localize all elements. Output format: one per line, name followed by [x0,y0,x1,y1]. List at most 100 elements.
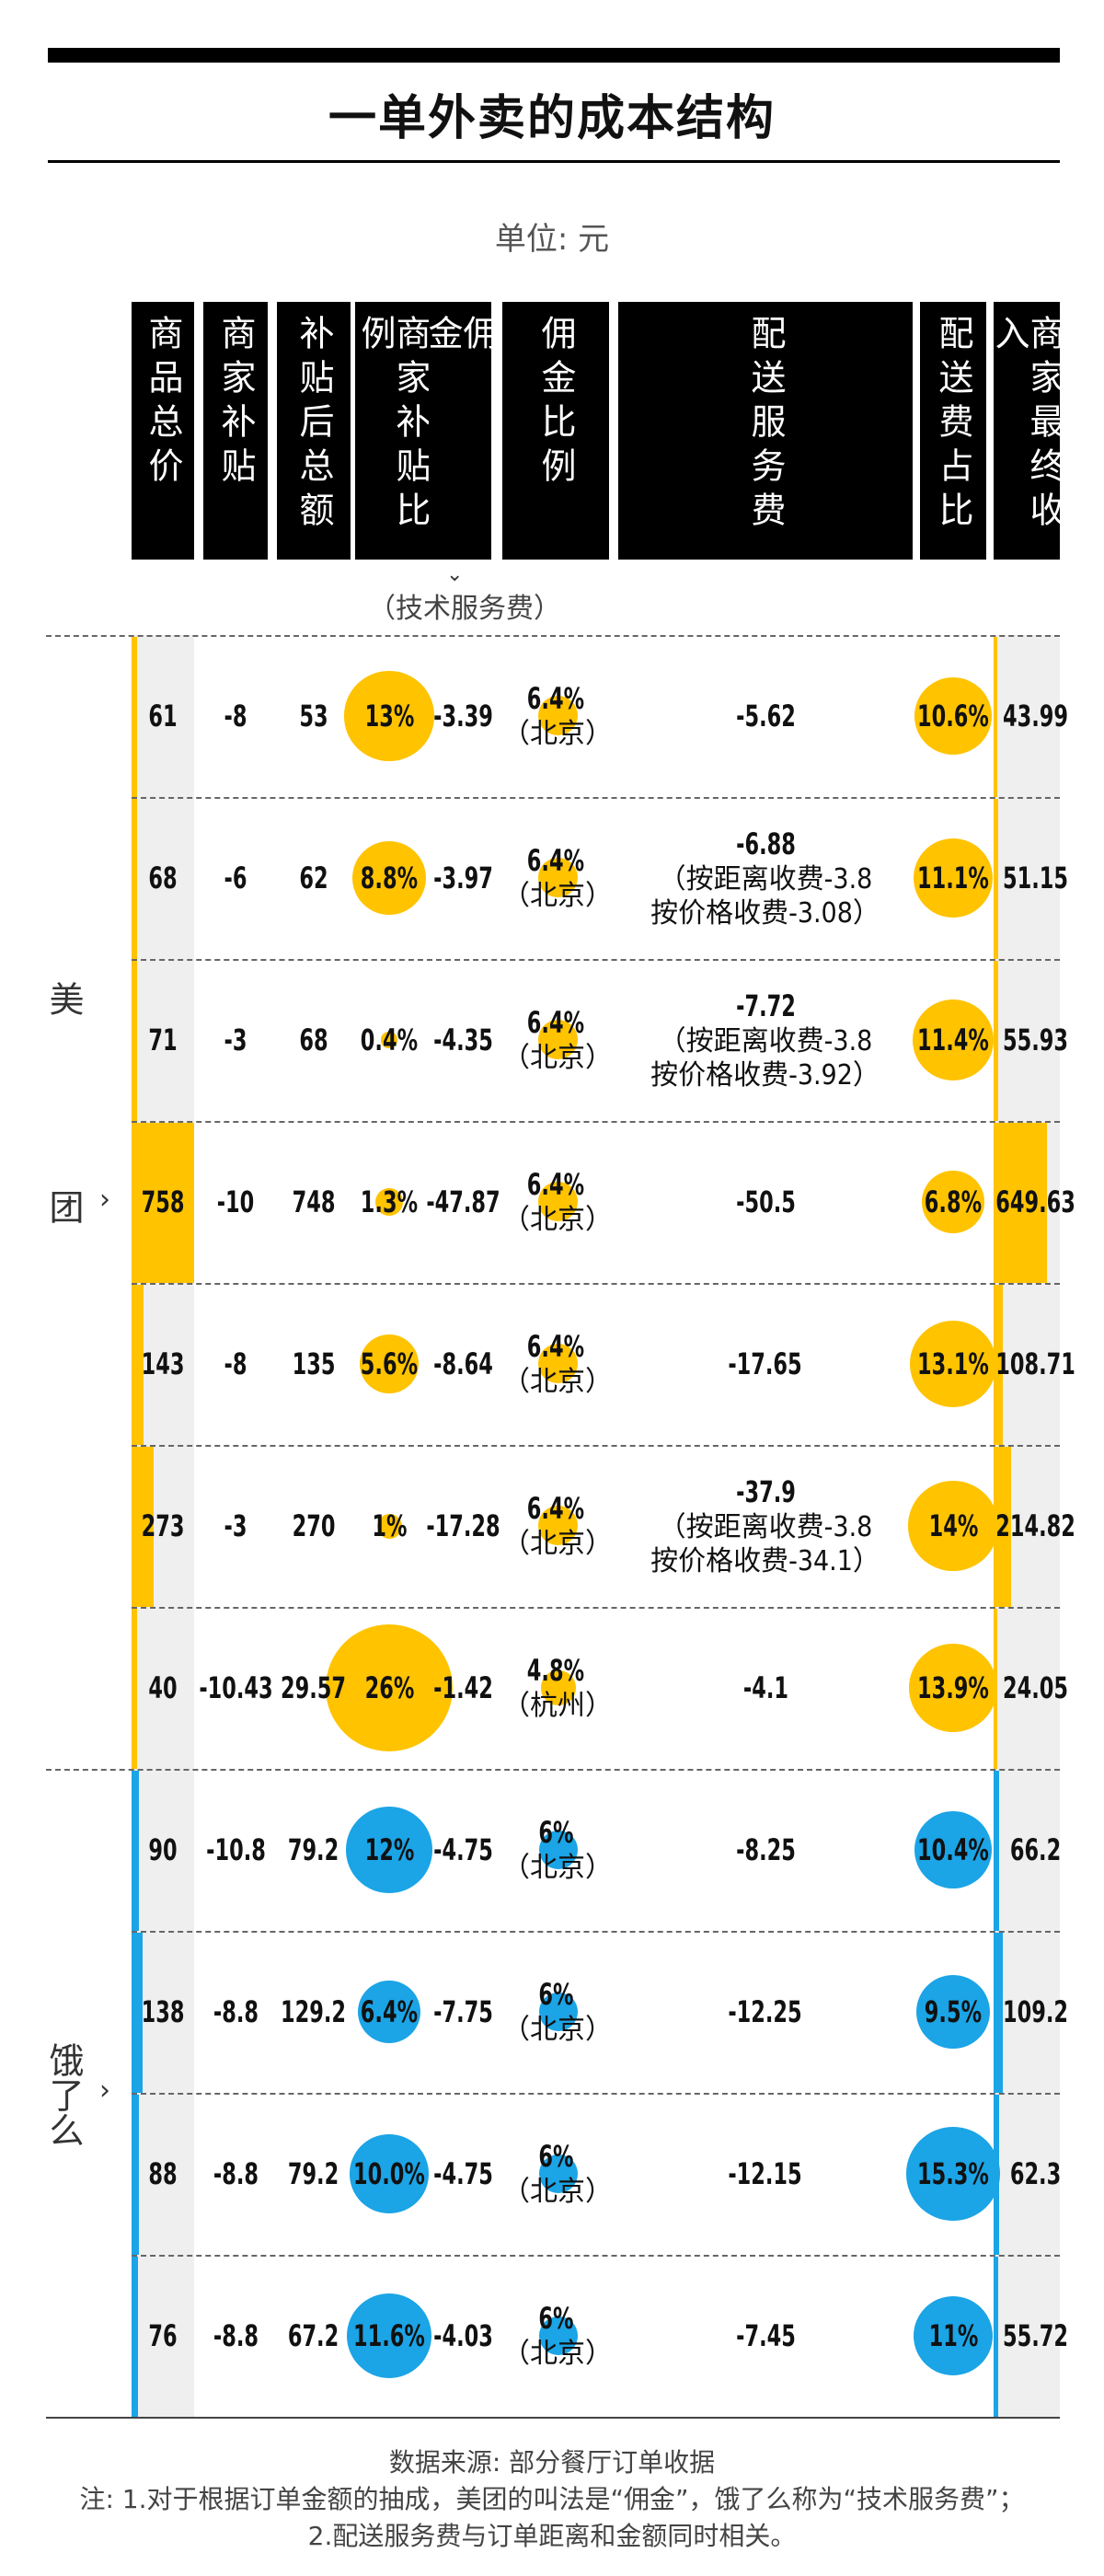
commission-cell: -17.28 [425,1445,500,1607]
income-bar [994,2257,998,2417]
subsidy-ratio-cell-text: 0.4% [360,1022,419,1057]
after-subsidy-cell-text: 29.57 [281,1670,347,1705]
delivery-ratio-circle [914,1811,992,1889]
header-commission-ratio: 佣金比例 [502,302,609,560]
delivery-fee-detail: （按距离收费-3.8 [658,862,873,895]
commission-ratio-text: 6% [537,1977,574,2013]
subsidy-cell: -8 [203,1283,268,1445]
commission-ratio-cell: 6% （北京） [502,2093,613,2255]
subsidy-ratio-circle [374,1187,404,1217]
final-income-cell: 66.2 [994,1769,1078,1931]
header-delivery-fee: 配送服务费 [618,302,913,560]
header-delivery-ratio-text: 配送费占比 [933,315,973,536]
delivery-ratio-circle [908,1481,998,1571]
subsidy-cell: -3 [203,1445,268,1607]
commission-ratio-circle [538,696,579,736]
delivery-ratio-circle [913,837,994,918]
city-text: （北京） [502,1204,613,1237]
subsidy-cell: -8.8 [203,2255,268,2417]
subsidy-ratio-circle [346,1807,432,1893]
commission-cell-text: -47.87 [425,1184,500,1219]
delivery-ratio-cell: 15.3% [916,2093,990,2255]
delivery-fee-text: -7.72 [735,988,796,1023]
subsidy-ratio-cell-text: 12% [364,1832,414,1867]
price-bar [132,1933,144,2093]
delivery-fee-detail: 按价格收费-3.92） [650,1059,880,1092]
commission-ratio-circle [539,1831,578,1869]
price-bar [132,799,138,959]
delivery-ratio-cell-text: 14% [928,1508,978,1543]
delivery-fee-text: -50.5 [735,1184,796,1219]
header-commission: 佣金 [422,302,498,560]
footer-note-1: 注: 1.对于根据订单金额的抽成，美团的叫法是“佣金”，饿了么称为“技术服务费”… [79,2484,1025,2514]
delivery-fee-detail: （按距离收费-3.8 [658,1510,873,1543]
header-subsidy-ratio: 商家补贴比例 [355,302,431,560]
subsidy-cell-text: -10 [216,1184,255,1219]
commission-ratio-cell: 4.8% （杭州） [502,1607,613,1769]
delivery-ratio-cell: 9.5% [916,1931,990,2093]
after-subsidy-cell: 62 [277,797,351,959]
price-cell: 758 [132,1121,194,1283]
final-income-cell: 24.05 [994,1607,1078,1769]
footer-source: 数据来源: 部分餐厅订单收据 [388,2447,716,2478]
final-income-cell: 51.15 [994,797,1078,959]
subsidy-cell-text: -3 [224,1022,247,1057]
commission-ratio-circle [538,1020,579,1060]
subsidy-ratio-circle [360,1334,419,1393]
income-bar [994,1285,1003,1445]
subsidy-ratio-cell: 12% [348,1769,431,1931]
delivery-ratio-cell: 11% [916,2255,990,2417]
delivery-ratio-circle [909,1320,997,1408]
income-bar [994,799,998,959]
price-bar [132,2257,138,2417]
subsidy-ratio-circle [326,1624,453,1751]
final-income-cell-text: 66.2 [1010,1832,1062,1867]
subsidy-cell: -10.43 [199,1607,272,1769]
commission-cell: -47.87 [425,1121,500,1283]
commission-cell-text: -8.64 [432,1346,493,1381]
delivery-fee-cell: -6.88 （按距离收费-3.8 按价格收费-3.08） [618,797,913,959]
delivery-ratio-circle [908,1643,998,1733]
after-subsidy-cell-text: 53 [299,699,328,734]
subsidy-cell-text: -8.8 [213,2156,259,2191]
subsidy-cell: -3 [203,959,268,1121]
subsidy-cell-text: -8.8 [213,2318,259,2353]
delivery-ratio-cell-text: 15.3% [917,2156,989,2191]
after-subsidy-cell: 135 [277,1283,351,1445]
after-subsidy-cell-text: 129.2 [281,1994,347,2029]
subsidy-ratio-cell-text: 8.8% [360,861,419,895]
commission-ratio-circle [539,2154,578,2193]
subsidy-cell: -6 [203,797,268,959]
city-text: （北京） [502,718,613,751]
final-income-cell: 43.99 [994,635,1078,797]
delivery-fee-cell: -12.15 [618,2093,913,2255]
unit-label: 单位: 元 [494,221,610,258]
header-after-subsidy: 补贴后总额 [277,302,351,560]
income-bar [994,637,997,797]
commission-ratio-circle [539,1993,578,2031]
subsidy-cell: -8.8 [203,1931,268,2093]
subsidy-ratio-circle [347,2293,431,2378]
subsidy-cell-text: -10.8 [205,1832,266,1867]
after-subsidy-cell: 129.2 [277,1931,351,2093]
price-cell: 90 [132,1769,194,1931]
price-cell-text: 71 [148,1022,178,1057]
header-subsidy-ratio-text: 商家补贴比例 [355,315,431,536]
commission-ratio-text: 6.4% [526,843,585,879]
price-bar [132,1285,144,1445]
commission-cell-text: -17.28 [425,1508,500,1543]
delivery-fee-cell: -37.9 （按距离收费-3.8 按价格收费-34.1） [618,1445,913,1607]
commission-ratio-circle [538,1182,579,1222]
delivery-ratio-cell: 11.4% [916,959,990,1121]
delivery-ratio-cell-text: 13.1% [917,1346,989,1381]
city-text: （北京） [502,2338,613,2371]
brand-label-meituan: 美团 [43,981,84,1397]
delivery-fee-text: -12.25 [728,1994,803,2029]
subsidy-ratio-circle [351,840,427,916]
delivery-ratio-circle [914,676,993,756]
chevron-down-icon: ⌄ [446,563,464,586]
commission-cell-text: -1.42 [432,1670,493,1705]
subsidy-ratio-cell: 0.4% [348,959,431,1121]
chevron-right-icon: › [99,1184,110,1216]
after-subsidy-cell-text: 68 [299,1022,328,1057]
